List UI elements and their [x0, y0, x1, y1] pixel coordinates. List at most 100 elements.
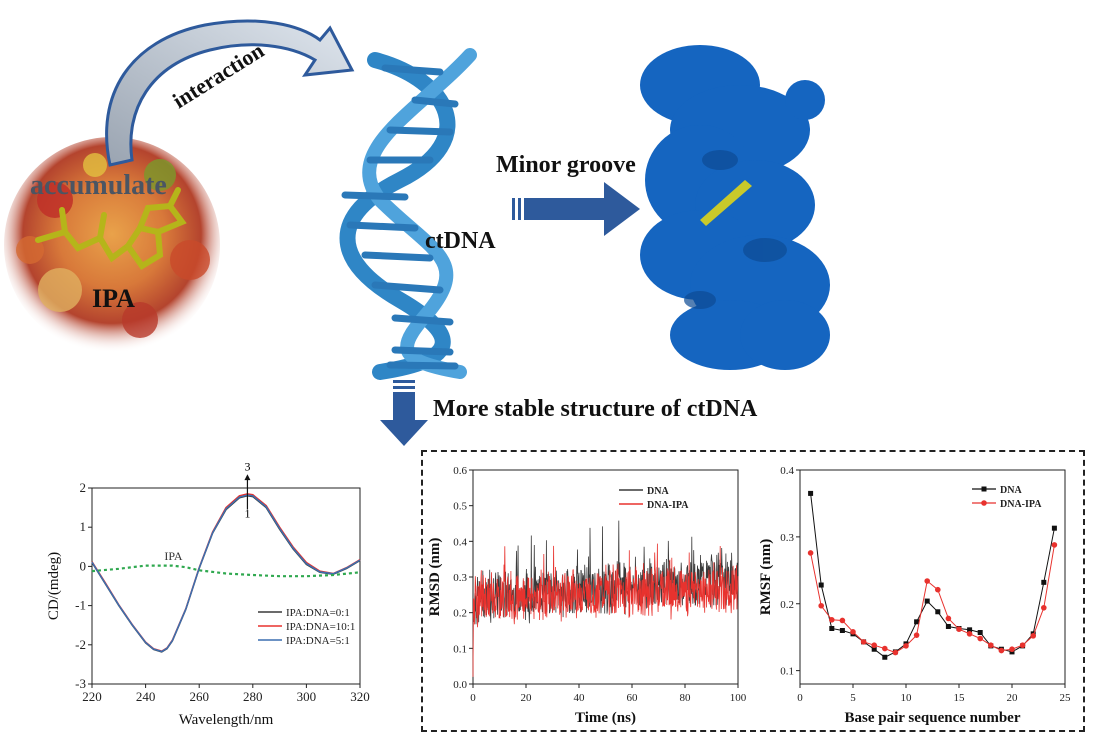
- data-point: [1051, 542, 1058, 548]
- data-point: [924, 598, 930, 604]
- data-point: [829, 617, 835, 623]
- cd-spectrum-chart: 220 240 260 280 300 320 -3 -2 -1 0 1 2 Wavelength/nm…: [46, 460, 370, 728]
- legend-label: IPA:DNA=10:1: [286, 621, 355, 633]
- annotation-top-label: 3: [244, 460, 250, 473]
- x-tick-label: 320: [350, 689, 370, 704]
- interaction-arrow: [105, 19, 355, 167]
- series-line-ipa: [91, 564, 361, 578]
- y-tick-label: 0.3: [780, 532, 794, 544]
- x-tick-label: 40: [574, 692, 586, 704]
- x-tick-label: 60: [627, 692, 639, 704]
- y-axis-label: CD/(mdeg): [46, 552, 62, 620]
- legend-marker: [981, 500, 987, 506]
- y-tick-label: 0.3: [453, 572, 467, 584]
- data-point: [977, 635, 983, 642]
- legend-marker: [981, 486, 987, 492]
- legend-label: DNA: [647, 486, 669, 497]
- data-point: [829, 625, 835, 631]
- data-point: [988, 642, 994, 649]
- ipa-molecule-icon: [35, 187, 187, 271]
- data-point: [903, 643, 909, 649]
- legend-label: IPA:DNA=0:1: [286, 607, 350, 619]
- data-point: [871, 642, 877, 649]
- series-line-dna: [810, 493, 1055, 658]
- dna-surface-model-illustration: [640, 45, 830, 370]
- series-line-dna-ipa: [810, 544, 1055, 654]
- data-point: [956, 626, 962, 632]
- x-tick-label: 20: [1007, 692, 1019, 704]
- x-tick-label: 240: [136, 689, 156, 704]
- x-tick-label: 5: [850, 692, 856, 704]
- plot-frame: [799, 469, 1066, 685]
- x-tick-label: 20: [521, 692, 533, 704]
- x-tick-label: 300: [297, 689, 317, 704]
- data-point: [935, 586, 941, 593]
- data-point: [1030, 633, 1036, 639]
- data-point: [914, 619, 920, 625]
- legend-label: DNA-IPA: [1000, 499, 1042, 510]
- data-point: [808, 490, 814, 496]
- x-tick-label: 100: [730, 692, 747, 704]
- x-tick-label: 10: [901, 692, 913, 704]
- x-tick-label: 0: [470, 692, 476, 704]
- data-point: [1041, 579, 1047, 585]
- y-tick-label: 2: [80, 480, 87, 495]
- x-tick-label: 15: [954, 692, 966, 704]
- x-axis-label: Wavelength/nm: [179, 712, 274, 728]
- data-point: [882, 654, 888, 660]
- down-arrow: [380, 380, 428, 446]
- data-point: [839, 628, 845, 633]
- data-point: [935, 609, 941, 615]
- data-point: [807, 550, 814, 556]
- data-point: [967, 627, 973, 633]
- data-point: [1041, 604, 1047, 611]
- data-point: [892, 649, 899, 656]
- rmsd-chart: 0 20 40 60 80 100 0.0 0.1 0.2 0.3 0.4 0.5 0.6 Time (n…: [427, 465, 747, 726]
- ctdna-helix-illustration: [339, 48, 477, 380]
- data-point: [818, 582, 824, 588]
- y-tick-label: 0.1: [453, 643, 467, 655]
- minor-groove-label: Minor groove: [496, 152, 636, 178]
- y-tick-label: 0.2: [780, 599, 794, 611]
- data-point: [977, 630, 983, 636]
- y-tick-label: 0.0: [453, 679, 467, 691]
- y-axis-label: RMSF (nm): [760, 539, 774, 616]
- x-tick-label: 280: [243, 689, 263, 704]
- data-point: [850, 629, 856, 635]
- annotation-arrowhead: [244, 474, 251, 481]
- data-point: [998, 647, 1005, 654]
- data-point: [966, 631, 973, 637]
- y-tick-label: 0: [80, 558, 87, 573]
- data-point: [871, 646, 877, 652]
- ipa-curve-label: IPA: [164, 549, 183, 563]
- data-point: [882, 645, 888, 652]
- x-axis-label: Base pair sequence number: [845, 710, 1021, 726]
- data-point: [1051, 525, 1057, 531]
- y-tick-label: 0.1: [780, 666, 794, 678]
- x-tick-label: 25: [1060, 692, 1072, 704]
- data-point: [945, 623, 951, 629]
- food-background-image: [4, 137, 220, 353]
- data-point: [1009, 646, 1015, 653]
- y-tick-label: -1: [75, 598, 86, 613]
- schematic-illustration: [4, 19, 830, 446]
- data-point: [1019, 642, 1026, 649]
- x-tick-label: 260: [189, 689, 209, 704]
- x-tick-label: 0: [797, 692, 803, 704]
- ctdna-label: ctDNA: [425, 228, 496, 254]
- y-tick-label: 0.6: [453, 465, 467, 477]
- accumulate-label: accumulate: [30, 170, 167, 201]
- data-point: [913, 632, 920, 638]
- md-results-frame: [421, 450, 1085, 732]
- ipa-label: IPA: [92, 284, 135, 313]
- data-point: [839, 617, 846, 624]
- legend-label: DNA-IPA: [647, 500, 689, 511]
- x-axis-label: Time (ns): [575, 710, 636, 726]
- conclusion-label: More stable structure of ctDNA: [433, 396, 758, 422]
- plot-frame: [91, 487, 361, 685]
- rmsf-chart: 0 5 10 15 20 25 0.1 0.2 0.3 0.4 Base pair sequence…: [760, 465, 1072, 726]
- minor-groove-arrow: [512, 182, 640, 236]
- data-point: [818, 602, 824, 609]
- y-tick-label: -3: [75, 676, 86, 691]
- series-line-ipa-dna-5-1: [91, 494, 361, 653]
